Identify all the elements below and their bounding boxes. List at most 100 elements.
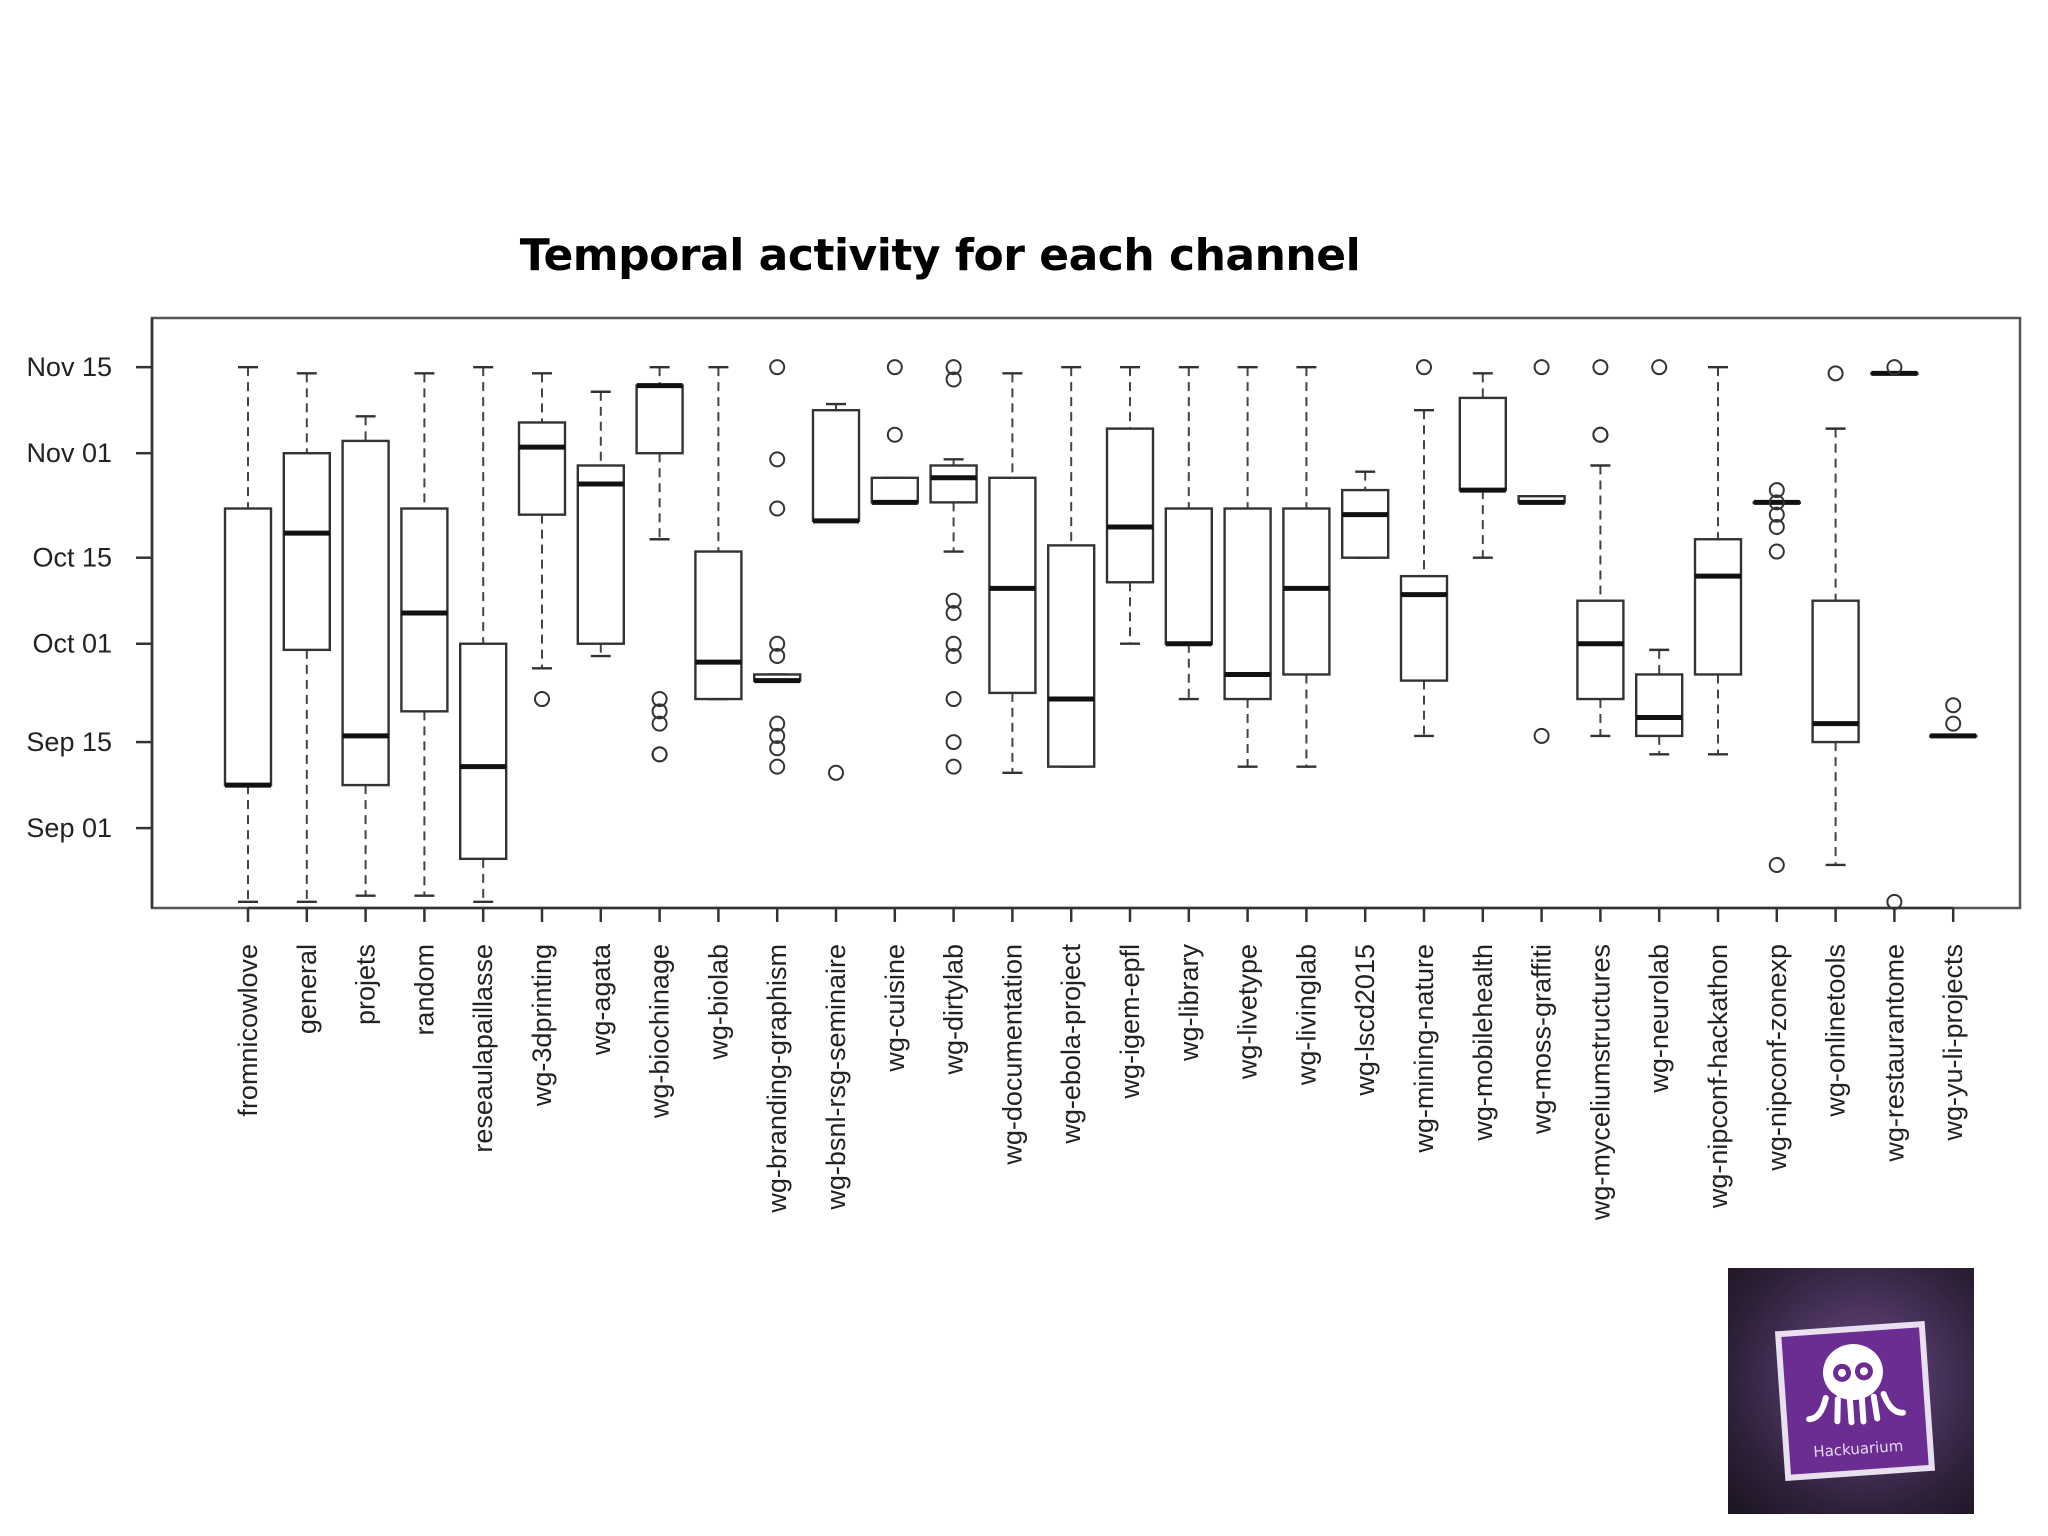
x-tick-label: reseaulapaillasse	[468, 944, 498, 1153]
box-group	[753, 359, 802, 775]
x-tick-label: wg-biochinage	[645, 944, 675, 1119]
x-tick-label: wg-dirtylab	[939, 944, 969, 1076]
outlier-point	[1886, 359, 1903, 376]
x-tick-label: wg-myceliumstructures	[1585, 944, 1615, 1221]
outlier-point	[534, 691, 550, 708]
outlier-point	[651, 715, 668, 732]
box-group	[282, 372, 331, 904]
outlier-point	[651, 691, 668, 708]
x-tick-label: wg-yu-li-projects	[1938, 944, 1968, 1142]
x-tick-label: wg-neurolab	[1644, 944, 1674, 1094]
x-tick-label: general	[292, 944, 322, 1034]
outlier-point	[1945, 697, 1962, 714]
box-group	[1576, 359, 1625, 738]
outlier-point	[769, 635, 786, 652]
y-axis-ticks: Sep 01 Sep 15 Oct 01 Oct 15 Nov 01 Nov 15	[26, 352, 152, 843]
x-tick-label: projets	[351, 944, 381, 1025]
box-group	[929, 359, 978, 775]
x-axis-ticks: fromnicowlove general projets random reseaul…	[233, 906, 1968, 1221]
x-tick-label: wg-restaurantome	[1879, 944, 1909, 1163]
box-group	[635, 365, 684, 763]
outlier-point	[651, 703, 668, 720]
iqr-box	[282, 452, 331, 652]
box-group	[1223, 365, 1272, 768]
y-tick-label: Nov 01	[26, 438, 112, 468]
outlier-point	[1768, 494, 1785, 511]
iqr-box	[517, 421, 567, 516]
iqr-box	[635, 384, 684, 455]
x-tick-label: fromnicowlove	[233, 944, 263, 1117]
outlier-point	[1768, 543, 1785, 560]
iqr-box	[1811, 599, 1860, 744]
box-group	[459, 365, 508, 904]
x-tick-label: wg-3dprinting	[527, 944, 557, 1107]
box-group	[1752, 482, 1802, 873]
box-group	[694, 365, 743, 701]
outlier-point	[769, 715, 786, 732]
outlier-point	[769, 359, 786, 376]
x-tick-label: wg-library	[1174, 944, 1204, 1063]
outlier-point	[945, 648, 962, 665]
box-group	[223, 365, 273, 904]
box-group	[1164, 365, 1214, 701]
outlier-point	[945, 371, 962, 388]
box-group	[1105, 365, 1155, 645]
x-tick-label: wg-livinglab	[1291, 944, 1321, 1086]
outlier-point	[828, 764, 844, 781]
outlier-point	[769, 740, 786, 757]
outlier-point	[945, 359, 962, 376]
x-tick-label: wg-onlinetools	[1821, 944, 1851, 1118]
box-group	[1458, 372, 1508, 559]
box-group	[1693, 365, 1743, 756]
x-tick-label: wg-mobilehealth	[1468, 944, 1498, 1142]
box-group	[1634, 359, 1684, 756]
x-tick-label: wg-nipconf-zonexp	[1762, 944, 1792, 1172]
iqr-box	[1399, 574, 1449, 682]
iqr-box	[1046, 544, 1096, 768]
x-tick-label: wg-cuisine	[880, 944, 910, 1073]
boxes-layer	[223, 359, 1978, 910]
x-tick-label: wg-livetype	[1233, 944, 1263, 1080]
iqr-box	[1164, 507, 1214, 645]
iqr-box	[1105, 427, 1155, 584]
outlier-point	[1945, 715, 1962, 732]
outlier-point	[886, 426, 903, 443]
box-group	[400, 372, 449, 897]
outlier-point	[1768, 518, 1785, 535]
iqr-box	[1340, 488, 1390, 559]
outlier-point	[1827, 365, 1844, 382]
iqr-box	[811, 408, 861, 523]
iqr-box	[870, 476, 919, 504]
iqr-box	[1458, 396, 1508, 492]
outlier-point	[1533, 359, 1550, 376]
iqr-box	[1693, 538, 1743, 676]
outlier-point	[769, 727, 786, 744]
x-tick-label: wg-ebola-project	[1056, 944, 1086, 1145]
outlier-point	[945, 635, 962, 652]
iqr-box	[1282, 507, 1331, 676]
y-tick-label: Sep 01	[26, 813, 112, 843]
iqr-box	[400, 507, 449, 713]
outlier-point	[1768, 482, 1785, 499]
logo-sign: Hackuarium	[1774, 1320, 1936, 1482]
hackuarium-logo: Hackuarium	[1728, 1268, 1974, 1514]
outlier-point	[1651, 359, 1668, 376]
octopus-icon	[1806, 1344, 1906, 1426]
x-tick-label: wg-igem-epfl	[1115, 944, 1145, 1100]
outlier-point	[1592, 359, 1609, 376]
y-tick-label: Sep 15	[26, 727, 112, 757]
x-tick-label: wg-lscd2015	[1350, 944, 1380, 1097]
y-tick-label: Nov 15	[26, 352, 112, 382]
iqr-box	[929, 464, 978, 504]
iqr-box	[223, 507, 273, 787]
box-group	[1046, 365, 1096, 768]
x-tick-label: wg-documentation	[997, 944, 1027, 1166]
iqr-box	[459, 642, 508, 861]
box-group	[1340, 470, 1390, 559]
outlier-point	[945, 758, 962, 775]
x-tick-label: wg-nipconf-hackathon	[1703, 944, 1733, 1209]
x-tick-label: wg-mining-nature	[1409, 944, 1439, 1154]
outlier-point	[945, 592, 962, 609]
x-tick-label: random	[409, 944, 439, 1036]
